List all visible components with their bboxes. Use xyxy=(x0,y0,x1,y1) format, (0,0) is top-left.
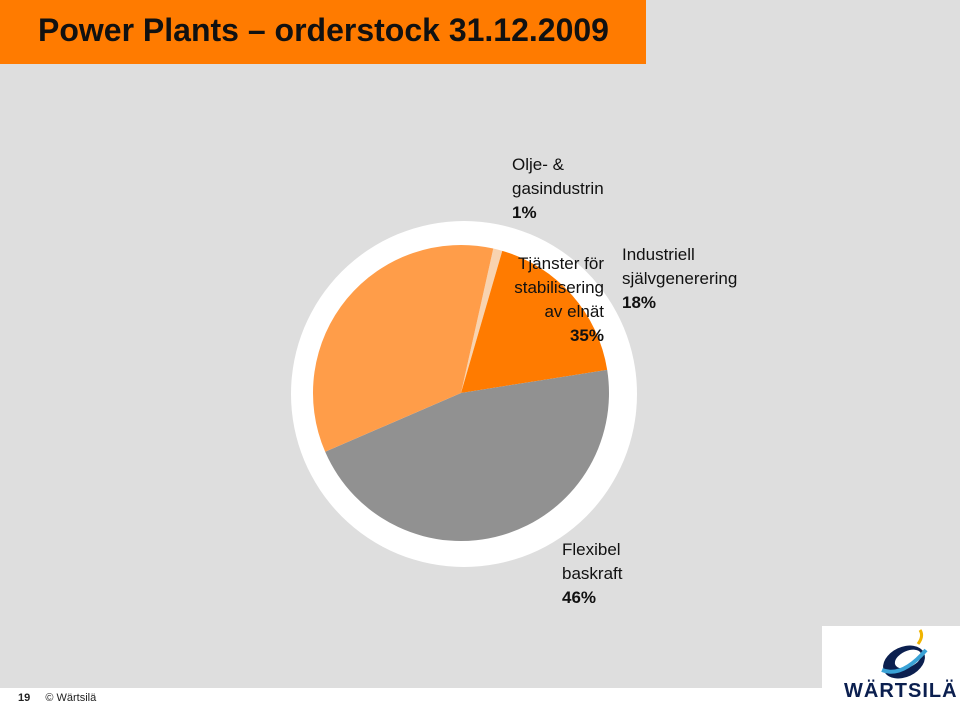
label-olje-gas: Olje- & gasindustrin 1% xyxy=(512,153,604,225)
label-flexibel-line1: Flexibel xyxy=(562,540,621,559)
label-industriell-line1: Industriell xyxy=(622,245,695,264)
page-number: 19 xyxy=(18,692,31,704)
label-tjanster-line1: Tjänster för xyxy=(518,254,604,273)
copyright: © Wärtsilä xyxy=(45,692,97,704)
label-olje-gas-line1: Olje- & xyxy=(512,155,564,174)
label-olje-gas-line2: gasindustrin xyxy=(512,179,604,198)
slide-title: Power Plants – orderstock 31.12.2009 xyxy=(38,12,609,48)
label-flexibel-pct: 46% xyxy=(562,588,597,607)
logo-wordmark: WÄRTSILÄ xyxy=(844,680,958,702)
pie-slice-3 xyxy=(312,244,494,452)
label-tjanster-line2: stabilisering xyxy=(514,278,604,297)
label-flexibel-line2: baskraft xyxy=(562,564,623,583)
label-industriell-pct: 18% xyxy=(622,293,657,312)
label-tjanster: Tjänster för stabilisering av elnät 35% xyxy=(496,252,604,348)
pie-slice-2 xyxy=(325,369,610,542)
footer: 19 © Wärtsilä xyxy=(18,692,96,704)
title-bar: Power Plants – orderstock 31.12.2009 xyxy=(0,0,646,64)
label-tjanster-line3: av elnät xyxy=(544,302,604,321)
wartsila-logo: WÄRTSILÄ xyxy=(822,626,960,707)
label-olje-gas-pct: 1% xyxy=(512,203,537,222)
label-industriell-line2: självgenerering xyxy=(622,269,738,288)
pie-slice-1 xyxy=(461,250,608,393)
label-tjanster-pct: 35% xyxy=(569,326,604,345)
label-flexibel: Flexibel baskraft 46% xyxy=(562,538,622,610)
label-industriell: Industriell självgenerering 18% xyxy=(622,243,737,315)
logo-swoosh-icon xyxy=(881,629,928,679)
pie-slice-0 xyxy=(461,248,503,393)
